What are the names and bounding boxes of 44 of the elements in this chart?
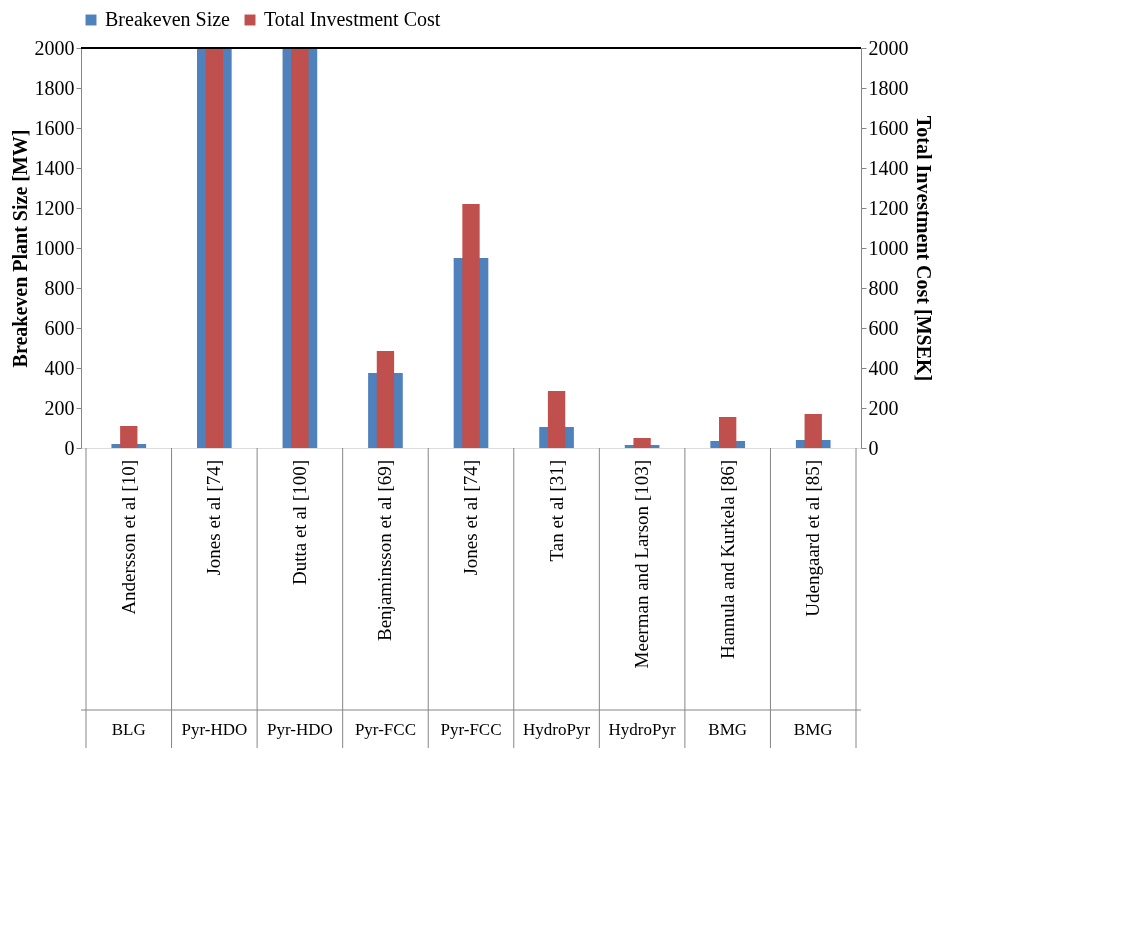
y2-tick-label: 200: [868, 396, 899, 419]
y-tick-label: 1000: [34, 236, 75, 259]
x-tick-label: Benjaminsson et al [69]: [374, 460, 396, 641]
text: BLG: [111, 720, 146, 739]
text: Pyr-FCC: [440, 720, 502, 739]
x-tick-label: Hannula and Kurkela [86]: [716, 460, 738, 659]
legend-label: Total Investment Cost: [264, 8, 441, 30]
x-tick-label: Andersson et al [10]: [117, 460, 139, 615]
y-tick-label: 2000: [34, 36, 75, 59]
y2-tick-label: 1600: [868, 116, 909, 139]
x-tick-label: Jones et al [74]: [203, 460, 225, 576]
text: BMG: [708, 720, 748, 739]
y-tick-label: 1200: [34, 196, 75, 219]
y-tick-label: 400: [44, 356, 75, 379]
x-tick-label: Udengaard et al [85]: [802, 460, 824, 617]
text: Pyr-FCC: [354, 720, 416, 739]
y-tick-label: 1800: [34, 76, 75, 99]
legend-label: Breakeven Size: [105, 8, 231, 30]
y-tick-label: 800: [44, 276, 75, 299]
y2-tick-label: 1800: [868, 76, 909, 99]
y-axis-title: Breakeven Plant Size [MW]: [8, 129, 31, 368]
y2-tick-label: 400: [868, 356, 899, 379]
y2-tick-label: 2000: [868, 36, 909, 59]
y-tick-label: 200: [44, 396, 75, 419]
y2-axis-title: Total Investment Cost [MSEK]: [912, 115, 935, 382]
y2-tick-label: 1200: [868, 196, 909, 219]
x-tick-label: Meerman and Larson [103]: [631, 460, 653, 669]
text: Pyr-HDO: [267, 720, 333, 739]
y2-tick-label: 1000: [868, 236, 909, 259]
text: BMG: [793, 720, 833, 739]
y-tick-label: 0: [64, 436, 75, 459]
x-tick-label: Dutta et al [100]: [288, 460, 310, 586]
y2-tick-label: 600: [868, 316, 899, 339]
y-tick-label: 1400: [34, 156, 75, 179]
y2-tick-label: 1400: [868, 156, 909, 179]
text: HydroPyr: [608, 720, 676, 739]
y2-tick-label: 0: [868, 436, 879, 459]
y2-tick-label: 800: [868, 276, 899, 299]
x-tick-label: Tan et al [31]: [545, 460, 567, 562]
text: Pyr-HDO: [181, 720, 248, 739]
text: HydroPyr: [523, 720, 591, 739]
y-tick-label: 600: [44, 316, 75, 339]
x-tick-label: Jones et al [74]: [460, 460, 481, 576]
y-tick-label: 1600: [34, 116, 75, 139]
